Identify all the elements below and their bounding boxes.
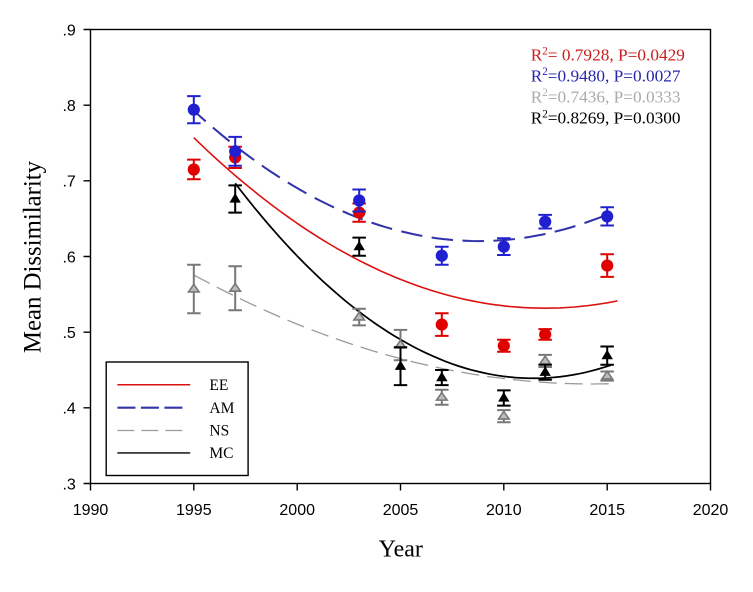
svg-text:1995: 1995 bbox=[176, 502, 212, 519]
svg-text:EE: EE bbox=[209, 377, 228, 394]
svg-text:2000: 2000 bbox=[279, 502, 315, 519]
svg-text:.6: .6 bbox=[62, 249, 75, 266]
svg-text:.4: .4 bbox=[62, 401, 75, 418]
svg-text:AM: AM bbox=[209, 400, 234, 417]
svg-text:MC: MC bbox=[209, 445, 233, 462]
svg-text:NS: NS bbox=[209, 423, 229, 440]
svg-text:.5: .5 bbox=[62, 325, 75, 342]
svg-text:Mean Dissimilarity: Mean Dissimilarity bbox=[20, 160, 47, 353]
svg-text:R2=0.7436, P=0.0333: R2=0.7436, P=0.0333 bbox=[531, 87, 681, 106]
svg-text:2010: 2010 bbox=[486, 502, 522, 519]
svg-text:.3: .3 bbox=[62, 476, 75, 493]
svg-text:2005: 2005 bbox=[383, 502, 419, 519]
svg-text:.9: .9 bbox=[62, 22, 75, 39]
svg-text:R2= 0.7928, P=0.0429: R2= 0.7928, P=0.0429 bbox=[531, 45, 685, 64]
svg-text:2015: 2015 bbox=[589, 502, 625, 519]
svg-text:.7: .7 bbox=[62, 174, 75, 191]
svg-text:R2=0.9480, P=0.0027: R2=0.9480, P=0.0027 bbox=[531, 66, 681, 85]
svg-text:.8: .8 bbox=[62, 98, 75, 115]
svg-text:1990: 1990 bbox=[73, 502, 109, 519]
svg-text:Year: Year bbox=[379, 536, 423, 562]
svg-text:R2=0.8269, P=0.0300: R2=0.8269, P=0.0300 bbox=[531, 108, 681, 127]
svg-text:2020: 2020 bbox=[693, 502, 729, 519]
